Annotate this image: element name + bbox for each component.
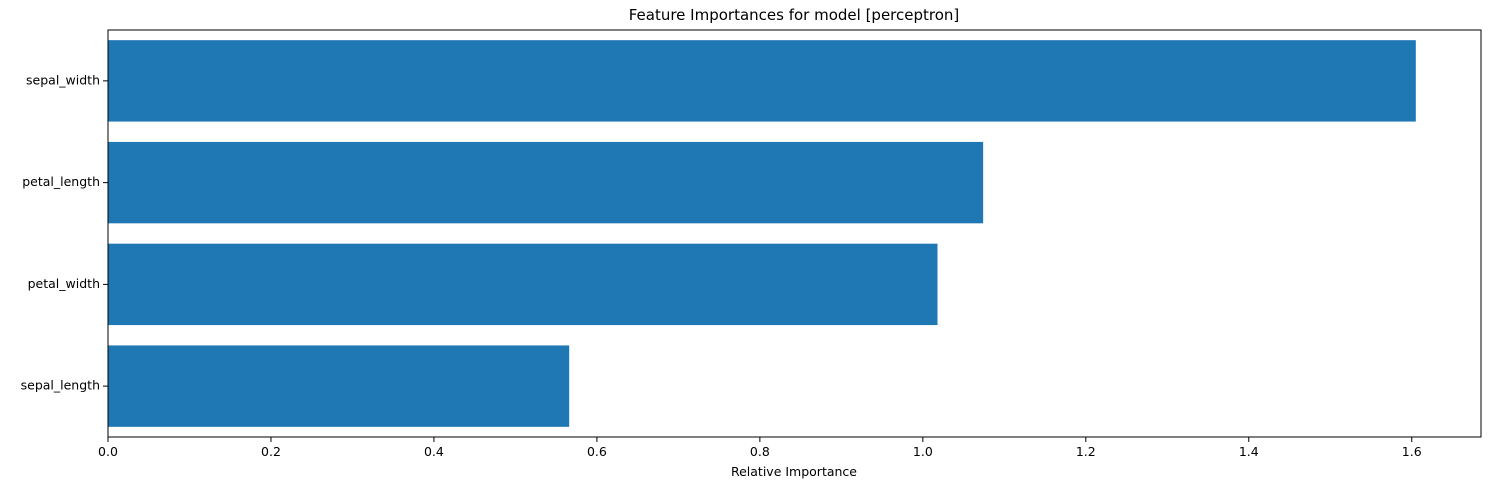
x-tick-label: 0.0 [98, 444, 118, 459]
x-tick-label: 1.0 [913, 444, 933, 459]
y-tick-label: sepal_length [21, 378, 100, 393]
x-tick-label: 0.2 [261, 444, 281, 459]
y-axis: sepal_width petal_length petal_width sepal_… [21, 72, 108, 393]
x-tick-label: 0.8 [750, 444, 770, 459]
y-tick-label: petal_length [22, 174, 100, 189]
plot-frame [107, 29, 1482, 438]
x-tick-label: 1.6 [1402, 444, 1422, 459]
bar-petal-length [108, 141, 984, 224]
x-tick-label: 0.6 [587, 444, 607, 459]
bar-petal-width [108, 243, 938, 326]
x-tick-label: 1.2 [1076, 444, 1096, 459]
bar-sepal-width [108, 40, 1416, 122]
x-axis-label: Relative Importance [731, 464, 857, 479]
x-tick-label: 0.4 [424, 444, 444, 459]
x-axis: 0.0 0.2 0.4 0.6 0.8 1.0 1.2 1.4 1.6 [98, 437, 1422, 459]
bar-sepal-length [108, 345, 570, 427]
chart-title: Feature Importances for model [perceptro… [629, 6, 960, 24]
x-tick-label: 1.4 [1239, 444, 1259, 459]
y-tick-label: sepal_width [26, 72, 100, 87]
y-tick-label: petal_width [28, 276, 100, 291]
bars-group [108, 40, 1416, 427]
